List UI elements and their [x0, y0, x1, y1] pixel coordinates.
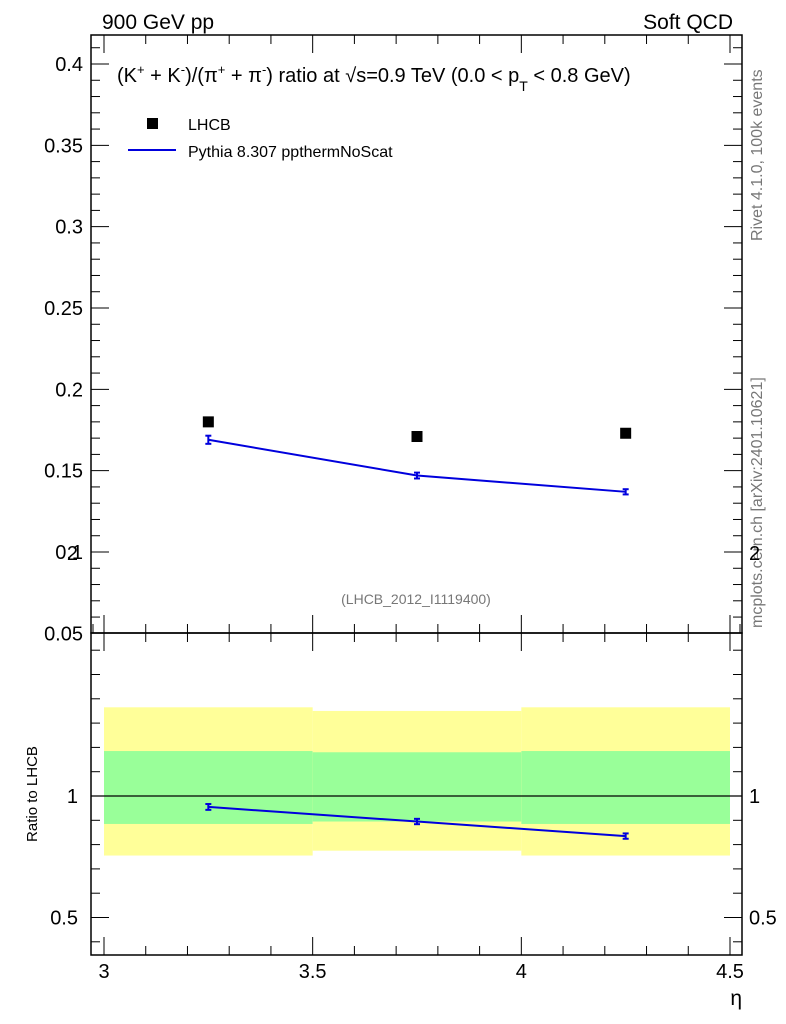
chart-title: (K+ + K-)/(π+ + π-) ratio at √s=0.9 TeV …: [117, 62, 631, 94]
lhcb-data-point: [202, 416, 214, 428]
x-tick-label: 4: [516, 961, 527, 983]
main-ticks: [91, 35, 742, 633]
header-left: 900 GeV pp: [102, 11, 214, 34]
mc-line: [208, 438, 626, 493]
main-y-tick-label: 0.05: [44, 623, 83, 645]
ratio-y-tick-label-right: 2: [749, 543, 760, 565]
ratio-y-tick-labels: 0.5 0.5 1 1 2 2: [50, 543, 777, 930]
legend-mc-label: Pythia 8.307 ppthermNoScat: [188, 144, 393, 161]
ratio-band-inner: [521, 751, 730, 824]
ratio-y-axis-label: Ratio to LHCB: [24, 746, 41, 842]
x-axis-label: η: [730, 987, 742, 1010]
ratio-y-tick-label-right: 1: [749, 786, 760, 808]
ratio-panel: 0.5 0.5 1 1 2 2 3 3.5 4 4.5 Ratio to LHCB η: [24, 543, 777, 1010]
main-y-tick-label: 0.1: [55, 542, 83, 564]
header-right: Soft QCD: [643, 11, 733, 34]
ratio-bands: [104, 707, 730, 856]
ratio-y-tick-label: 1: [67, 786, 78, 808]
ratio-ticks: [91, 633, 742, 955]
site-label: mcplots.cern.ch [arXiv:2401.10621]: [749, 377, 766, 628]
main-panel: 0.05 0.1 0.15 0.2 0.25 0.3 0.35 0.4 (K+ + K-)/(…: [44, 34, 743, 645]
ratio-marks: [205, 803, 629, 840]
x-tick-labels: 3 3.5 4 4.5: [98, 961, 743, 983]
main-y-tick-label: 0.25: [44, 298, 83, 320]
ratio-y-tick-label: 0.5: [50, 908, 78, 930]
ratio-y-tick-label: 2: [67, 543, 78, 565]
ratio-band-inner: [312, 752, 522, 822]
main-y-tick-label: 0.3: [55, 217, 83, 239]
watermark: (LHCB_2012_I1119400): [341, 591, 491, 607]
main-y-tick-labels: 0.05 0.1 0.15 0.2 0.25 0.3 0.35 0.4: [44, 54, 83, 645]
main-y-tick-label: 0.2: [55, 379, 83, 401]
lhcb-data-point: [411, 431, 423, 443]
main-y-tick-label: 0.4: [55, 54, 83, 76]
legend-data-label: LHCB: [188, 117, 231, 134]
ratio-frame: [90, 632, 743, 956]
ratio-y-tick-label-right: 0.5: [749, 908, 777, 930]
main-y-tick-label: 0.35: [44, 135, 83, 157]
main-data-marks: [202, 416, 632, 496]
legend-data-marker: [147, 118, 158, 129]
x-tick-label: 3.5: [299, 961, 327, 983]
x-tick-label: 4.5: [716, 961, 744, 983]
main-y-tick-label: 0.15: [44, 461, 83, 483]
lhcb-data-point: [620, 427, 632, 439]
x-tick-label: 3: [98, 961, 109, 983]
rivet-label: Rivet 4.1.0, 100k events: [749, 69, 766, 241]
